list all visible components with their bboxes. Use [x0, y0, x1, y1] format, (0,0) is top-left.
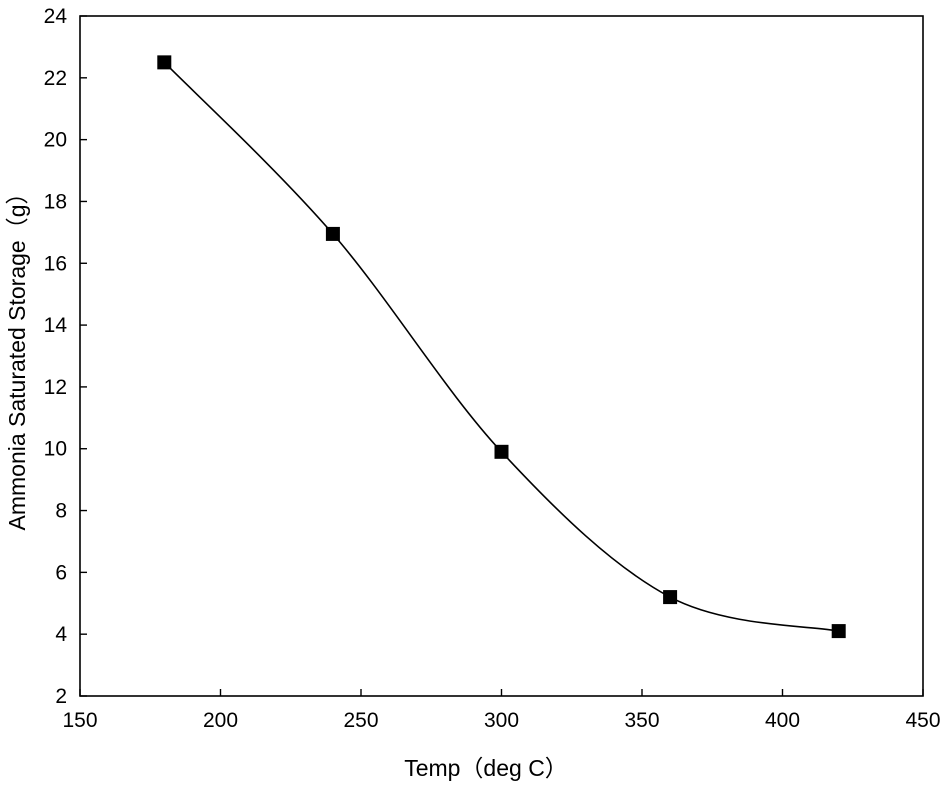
series-line: [163, 61, 839, 632]
x-tick-label-6: 450: [905, 709, 940, 732]
x-axis-ticks: 150 200 250 300 350 400 450: [62, 689, 941, 732]
y-tick-label-7: 16: [44, 252, 67, 275]
y-tick-label-10: 22: [44, 67, 67, 90]
data-point-1: [325, 226, 340, 241]
y-tick-label-6: 14: [44, 314, 68, 337]
x-tick-label-5: 400: [765, 709, 800, 732]
y-tick-label-4: 10: [44, 438, 67, 461]
y-tick-label-5: 12: [44, 376, 67, 399]
y-tick-label-3: 8: [55, 500, 67, 523]
x-tick-label-0: 150: [62, 709, 97, 732]
x-axis-title: Temp（deg C）: [404, 755, 568, 781]
y-tick-label-9: 20: [44, 129, 67, 152]
data-point-2: [494, 444, 509, 459]
y-tick-label-0: 2: [55, 685, 67, 708]
x-tick-label-1: 200: [203, 709, 238, 732]
x-tick-label-2: 250: [343, 709, 378, 732]
plot-frame: [79, 15, 924, 697]
y-axis-title: Ammonia Saturated Storage（g）: [4, 181, 30, 530]
y-tick-label-8: 18: [44, 190, 67, 213]
y-tick-label-2: 6: [55, 561, 67, 584]
x-tick-label-4: 350: [624, 709, 659, 732]
data-point-3: [663, 590, 678, 605]
x-tick-label-3: 300: [484, 709, 519, 732]
y-tick-label-11: 24: [44, 5, 68, 28]
data-point-4: [831, 624, 846, 639]
data-point-0: [157, 55, 172, 70]
data-markers: [157, 55, 846, 639]
y-tick-label-1: 4: [55, 623, 67, 646]
